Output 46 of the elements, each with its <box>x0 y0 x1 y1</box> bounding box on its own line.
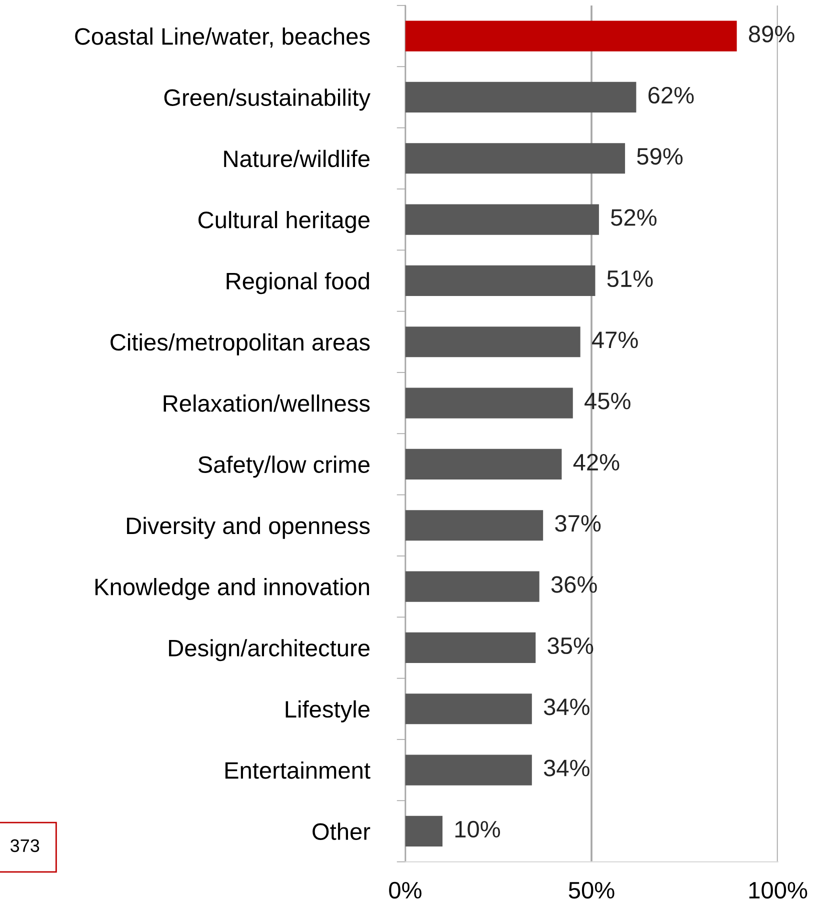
bar <box>405 265 596 296</box>
data-label: 47% <box>592 332 638 348</box>
y-tick-label: Entertainment <box>225 762 370 779</box>
data-label: 35% <box>548 637 594 654</box>
data-label: 34% <box>544 760 590 776</box>
y-tick-label: Other <box>312 822 370 840</box>
x-tick-label: 100% <box>749 882 808 899</box>
x-tick-label: 0% <box>389 882 422 899</box>
bar <box>405 82 636 113</box>
data-label: 37% <box>555 515 601 532</box>
y-tick-label: Safety/low crime <box>198 456 370 478</box>
y-tick-label: Lifestyle <box>286 700 370 722</box>
bar <box>405 326 580 358</box>
data-label: 36% <box>551 576 597 593</box>
bar <box>405 204 599 235</box>
data-label: 51% <box>607 270 653 288</box>
y-tick-label: Cities/metropolitan areas <box>110 333 370 356</box>
y-tick-label: Design/architecture <box>169 639 370 662</box>
bar <box>405 510 544 541</box>
data-label: 42% <box>573 454 620 470</box>
y-tick-label: Regional food <box>226 272 369 294</box>
y-tick-label: Diversity and openness <box>127 516 370 539</box>
data-label: 62% <box>648 86 694 104</box>
bar <box>405 632 536 664</box>
data-label: 59% <box>637 148 683 165</box>
bar <box>405 143 626 174</box>
bar <box>405 448 562 480</box>
y-tick-label: Knowledge and innovation <box>95 578 369 600</box>
y-tick-label: Green/sustainability <box>164 88 370 111</box>
y-tick-label: Cultural heritage <box>198 210 370 234</box>
bar <box>405 20 737 52</box>
bar <box>405 694 532 724</box>
y-tick-label: Relaxation/wellness <box>164 394 370 412</box>
bar <box>405 754 532 786</box>
bar <box>405 816 442 847</box>
data-label: 34% <box>544 698 590 716</box>
data-label: 10% <box>455 820 500 838</box>
data-label: 52% <box>611 209 656 226</box>
y-tick-label: Coastal Line/water, beaches <box>75 27 370 48</box>
y-tick-label: Nature/wildlife <box>224 150 370 168</box>
x-tick-label: 50% <box>568 882 614 899</box>
bar <box>405 571 540 602</box>
data-label: 45% <box>584 392 630 410</box>
data-label: 89% <box>748 26 794 42</box>
bar <box>405 388 573 418</box>
text: 373 <box>10 839 40 852</box>
